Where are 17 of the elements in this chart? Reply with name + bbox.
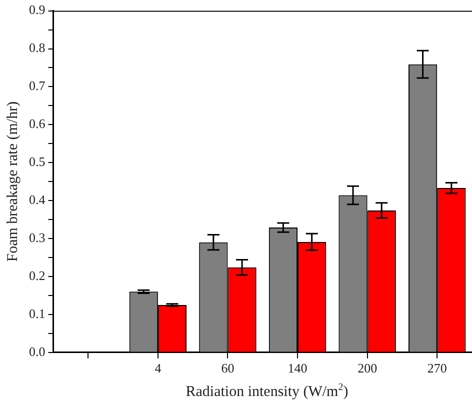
- x-tick-label: 140: [288, 360, 308, 376]
- y-tick-label: 0.2: [29, 268, 46, 283]
- x-axis-title: Radiation intensity (W/m$^{2}$): [184, 382, 350, 401]
- y-axis-title: Foam breakage rate (m/hr): [4, 101, 21, 262]
- y-tick-label: 0.5: [29, 154, 46, 170]
- x-tick-label: 4: [154, 360, 162, 376]
- y-tick-label: 0.8: [29, 40, 46, 56]
- x-tick-label: 60: [221, 360, 234, 376]
- x-tick-label: 200: [358, 360, 378, 376]
- y-tick-label: 0.6: [29, 116, 46, 132]
- y-tick-label: 0.4: [29, 192, 46, 207]
- y-tick-label: 0.1: [29, 306, 46, 321]
- y-tick-label: 0.7: [29, 78, 46, 94]
- y-tick-label: 0.3: [29, 230, 46, 245]
- y-tick-label: 0.9: [29, 2, 46, 18]
- y-tick-label: 0.0: [29, 344, 46, 359]
- x-tick-label: 270: [427, 360, 447, 376]
